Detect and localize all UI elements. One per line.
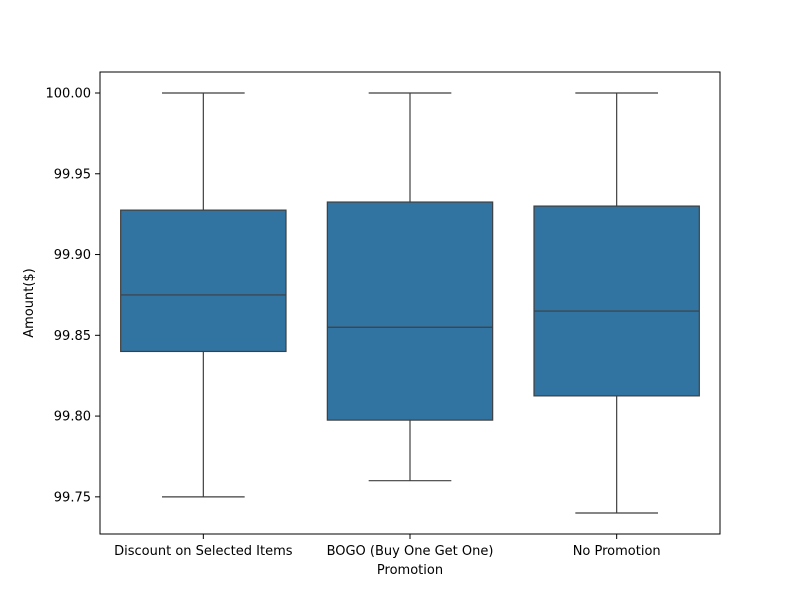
y-axis: 99.75 99.80 99.85 99.90 99.95 100.00 xyxy=(46,87,100,505)
x-tick-label: No Promotion xyxy=(573,544,661,559)
y-tick-label: 99.85 xyxy=(54,329,91,344)
y-tick-label: 99.90 xyxy=(54,248,91,263)
y-tick-label: 99.80 xyxy=(54,410,91,425)
y-axis-title: Amount($) xyxy=(22,268,37,338)
x-axis-title: Promotion xyxy=(377,563,443,578)
iqr-box xyxy=(326,201,494,421)
x-axis: Discount on Selected Items BOGO (Buy One … xyxy=(114,534,661,559)
y-tick-label: 99.95 xyxy=(54,167,91,182)
iqr-box xyxy=(533,205,700,397)
iqr-box xyxy=(120,209,287,353)
box-group-2 xyxy=(326,92,494,482)
box-marks xyxy=(120,92,700,514)
plot-frame xyxy=(99,71,721,535)
box-group-3 xyxy=(533,92,700,514)
x-tick-label: Discount on Selected Items xyxy=(114,544,293,559)
y-tick-label: 100.00 xyxy=(46,87,92,102)
y-tick-label: 99.75 xyxy=(54,490,91,505)
box-group-1 xyxy=(120,92,287,498)
x-tick-label: BOGO (Buy One Get One) xyxy=(327,544,494,559)
